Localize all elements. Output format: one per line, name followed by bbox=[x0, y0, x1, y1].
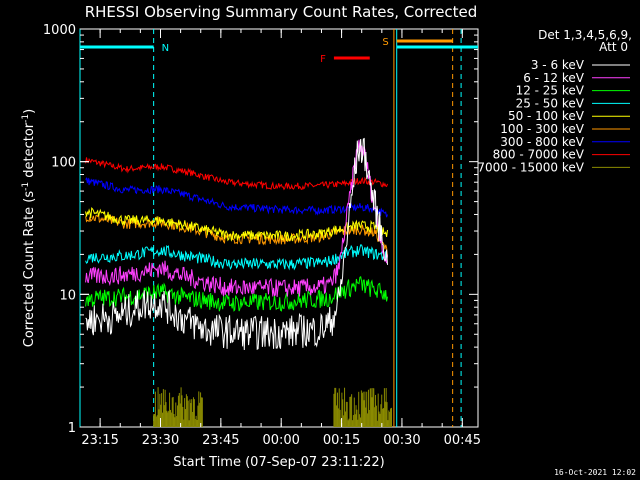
olive-bursts bbox=[153, 387, 392, 427]
x-tick-label: 00:00 bbox=[262, 433, 299, 448]
legend-header-line-1: Det 1,3,4,5,6,9, bbox=[538, 28, 632, 42]
series-line bbox=[85, 206, 388, 242]
legend-label: 800 - 7000 keV bbox=[493, 148, 585, 162]
series-line bbox=[85, 137, 388, 351]
legend-label: 7000 - 15000 keV bbox=[477, 160, 584, 174]
x-tick-label: 23:45 bbox=[202, 433, 239, 448]
legend-label: 100 - 300 keV bbox=[500, 122, 584, 136]
vertical-markers bbox=[79, 29, 462, 427]
legend-label: 12 - 25 keV bbox=[516, 84, 585, 98]
series-line bbox=[85, 244, 388, 271]
y-axis-ticks: 1 10 100 1000 bbox=[43, 23, 478, 436]
x-tick-label: 23:15 bbox=[81, 433, 118, 448]
series-line bbox=[85, 177, 388, 218]
legend-label: 50 - 100 keV bbox=[508, 109, 585, 123]
x-tick-label: 00:15 bbox=[323, 433, 360, 448]
annotation-label-n: N bbox=[162, 43, 169, 54]
series-lines bbox=[85, 137, 388, 351]
y-axis-label-main: Corrected Count Rate (s bbox=[22, 191, 37, 348]
legend-label: 300 - 800 keV bbox=[500, 135, 584, 149]
y-axis-label-sup2: -1 bbox=[21, 114, 31, 123]
x-axis-ticks: 23:15 23:30 23:45 00:00 00:15 00:30 00:45 bbox=[81, 29, 481, 448]
x-tick-label: 00:30 bbox=[383, 433, 420, 448]
annotation-label-s: S bbox=[382, 37, 388, 48]
y-axis-label-mid: detector bbox=[22, 122, 37, 182]
y-tick-label: 1000 bbox=[43, 23, 76, 38]
footer-timestamp: 16-Oct-2021 12:02 bbox=[554, 468, 636, 477]
annotation-label-f: F bbox=[320, 54, 326, 65]
plot-area: N S F 1 10 100 1000 23:15 23:30 23:45 00:00 00:15… bbox=[43, 23, 481, 448]
annotation-bars: N S F bbox=[80, 37, 478, 65]
y-tick-label: 1 bbox=[68, 421, 76, 436]
x-axis-label: Start Time (07-Sep-07 23:11:22) bbox=[173, 455, 384, 470]
legend-header-line-2: Att 0 bbox=[599, 40, 628, 54]
chart-title: RHESSI Observing Summary Count Rates, Co… bbox=[85, 3, 478, 21]
series-line bbox=[85, 157, 388, 191]
x-tick-label: 00:45 bbox=[444, 433, 481, 448]
y-tick-label: 10 bbox=[59, 288, 76, 303]
x-tick-label: 23:30 bbox=[142, 433, 179, 448]
y-axis-label: Corrected Count Rate (s-1 detector-1) bbox=[21, 109, 37, 347]
series-line bbox=[85, 139, 388, 297]
legend-label: 25 - 50 keV bbox=[516, 96, 585, 110]
legend-label: 3 - 6 keV bbox=[531, 58, 585, 72]
y-axis-label-sup1: -1 bbox=[21, 182, 31, 191]
y-axis-label-end: ) bbox=[22, 109, 37, 114]
legend-label: 6 - 12 keV bbox=[523, 71, 585, 85]
y-tick-label: 100 bbox=[51, 156, 76, 171]
